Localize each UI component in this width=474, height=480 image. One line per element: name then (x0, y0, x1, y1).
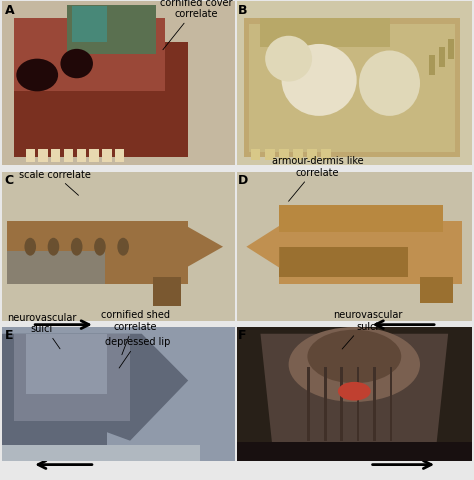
Bar (237, 173, 472, 322)
Bar (261, 19, 390, 48)
Text: F: F (238, 328, 246, 341)
Ellipse shape (71, 238, 82, 256)
Text: scale correlate: scale correlate (18, 169, 91, 196)
Text: cornified shed
correlate: cornified shed correlate (100, 310, 170, 355)
Bar (429, 56, 435, 76)
Bar (237, 327, 472, 461)
Text: neurovascular
sulci: neurovascular sulci (333, 310, 402, 349)
Bar (249, 25, 455, 153)
Bar (237, 2, 472, 166)
Polygon shape (183, 225, 223, 270)
Bar (7, 222, 188, 284)
Bar (390, 367, 392, 441)
Ellipse shape (265, 36, 312, 83)
Ellipse shape (359, 51, 420, 117)
Bar (0, 319, 474, 327)
Bar (115, 149, 124, 162)
Bar (64, 149, 73, 162)
Polygon shape (2, 334, 188, 441)
Bar (420, 277, 453, 304)
Polygon shape (246, 227, 279, 268)
Bar (72, 7, 107, 43)
Bar (2, 445, 200, 461)
Bar (26, 334, 107, 394)
Bar (67, 6, 155, 55)
Bar (244, 19, 460, 157)
Bar (279, 247, 408, 277)
Ellipse shape (94, 238, 106, 256)
Bar (373, 367, 376, 441)
Text: C: C (5, 174, 14, 187)
Bar (90, 149, 99, 162)
Polygon shape (261, 334, 448, 445)
Bar (321, 149, 331, 161)
Text: armour-dermis like
correlate: armour-dermis like correlate (272, 156, 364, 202)
Bar (14, 43, 188, 157)
Bar (2, 334, 107, 461)
Text: D: D (238, 174, 248, 187)
Ellipse shape (48, 238, 59, 256)
Bar (439, 48, 445, 68)
Bar (2, 173, 235, 322)
Bar (51, 149, 61, 162)
Bar (237, 327, 472, 461)
Ellipse shape (25, 238, 36, 256)
Bar (0, 163, 474, 175)
Bar (279, 205, 444, 232)
Bar (14, 19, 165, 92)
Bar (307, 367, 310, 441)
Text: A: A (5, 4, 14, 17)
Bar (7, 252, 105, 284)
Bar (14, 334, 130, 421)
Text: E: E (5, 328, 13, 341)
Bar (102, 149, 111, 162)
Bar (235, 0, 239, 480)
Bar (77, 149, 86, 162)
Bar (153, 277, 181, 307)
Bar (2, 327, 235, 461)
Ellipse shape (282, 45, 356, 117)
Bar (307, 149, 317, 161)
Bar (265, 149, 274, 161)
Bar (237, 442, 472, 461)
Text: depressed lip: depressed lip (105, 336, 170, 368)
Ellipse shape (289, 327, 420, 402)
Ellipse shape (338, 382, 371, 401)
Ellipse shape (307, 330, 401, 384)
Bar (251, 149, 260, 161)
Ellipse shape (61, 50, 93, 79)
Ellipse shape (16, 60, 58, 92)
Text: cornified cover
correlate: cornified cover correlate (161, 0, 233, 50)
Text: B: B (238, 4, 247, 17)
Bar (340, 367, 343, 441)
Bar (279, 222, 462, 284)
Ellipse shape (118, 238, 129, 256)
Bar (26, 149, 35, 162)
Bar (2, 2, 235, 166)
Bar (279, 149, 289, 161)
Bar (356, 367, 359, 441)
Text: neurovascular
sulci: neurovascular sulci (7, 312, 76, 349)
Bar (293, 149, 303, 161)
Bar (38, 149, 48, 162)
Bar (324, 367, 327, 441)
Bar (448, 40, 454, 60)
